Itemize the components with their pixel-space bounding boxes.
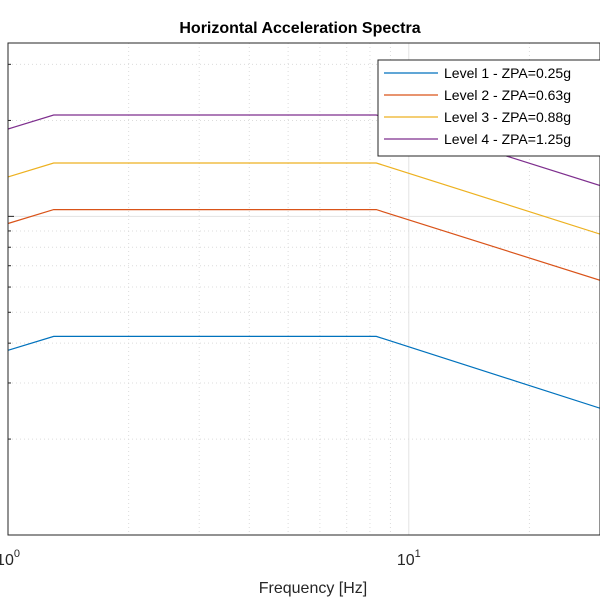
grid <box>8 43 600 535</box>
legend-entry-label: Level 2 - ZPA=0.63g <box>444 87 571 103</box>
x-tick-label: 100 <box>0 548 20 569</box>
x-tick-base: 10 <box>397 552 415 569</box>
series-line-2 <box>7 209 600 281</box>
x-tick-exponent: 1 <box>415 548 421 560</box>
legend-entry-label: Level 1 - ZPA=0.25g <box>444 65 571 81</box>
plot-border <box>7 42 600 536</box>
legend-entry-label: Level 4 - ZPA=1.25g <box>444 131 571 147</box>
x-tick-exponent: 0 <box>14 548 20 560</box>
legend: Level 1 - ZPA=0.25g Level 2 - ZPA=0.63g Le… <box>377 59 600 157</box>
series-line-1 <box>7 335 600 409</box>
x-tick-base: 10 <box>0 552 14 569</box>
legend-box <box>377 59 600 157</box>
series-line-3 <box>7 162 600 235</box>
x-axis-label: Frequency [Hz] <box>259 580 367 597</box>
legend-entry-label: Level 3 - ZPA=0.88g <box>444 109 571 125</box>
chart-title: Horizontal Acceleration Spectra <box>179 20 420 37</box>
x-tick-label: 101 <box>397 548 421 569</box>
axis-ticks: 100 101 <box>0 63 421 569</box>
